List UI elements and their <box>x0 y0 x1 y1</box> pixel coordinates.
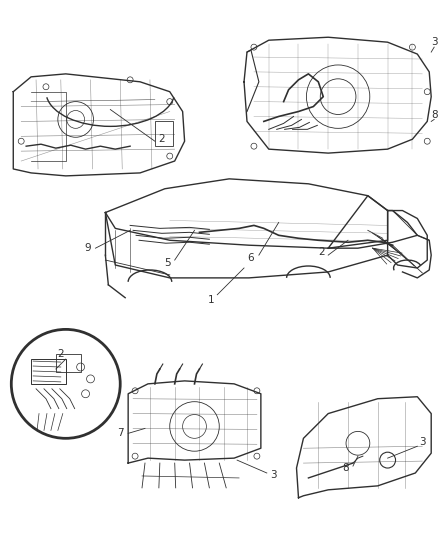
Text: 9: 9 <box>84 243 91 253</box>
Text: 7: 7 <box>117 429 124 438</box>
Text: 3: 3 <box>419 437 426 447</box>
Text: 2: 2 <box>57 349 64 359</box>
Bar <box>56 354 81 372</box>
Text: 6: 6 <box>247 253 254 263</box>
Text: 1: 1 <box>208 295 215 305</box>
Text: 5: 5 <box>164 258 171 268</box>
Bar <box>155 122 173 146</box>
Text: 3: 3 <box>431 37 438 47</box>
Text: 8: 8 <box>431 110 438 120</box>
Text: 2: 2 <box>159 134 165 144</box>
Text: 2: 2 <box>318 247 325 257</box>
Text: 3: 3 <box>270 470 277 480</box>
Text: 8: 8 <box>343 463 350 473</box>
Circle shape <box>11 329 120 438</box>
Bar <box>31 359 66 384</box>
